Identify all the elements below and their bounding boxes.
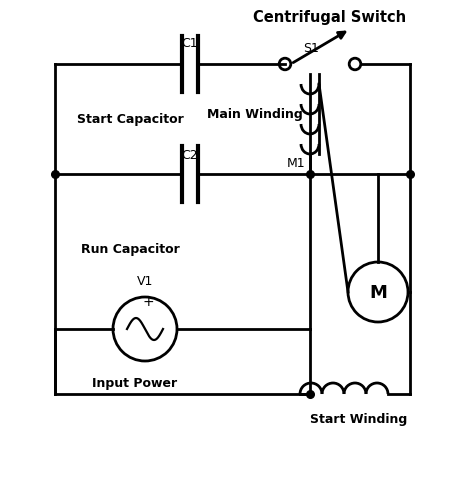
Text: Centrifugal Switch: Centrifugal Switch [253,10,406,25]
Text: +: + [142,294,153,308]
Text: C1: C1 [181,37,198,50]
Text: M1: M1 [286,157,304,170]
Text: V1: V1 [136,274,153,287]
Text: C2: C2 [181,149,198,162]
Text: Start Winding: Start Winding [310,412,407,425]
Text: Main Winding: Main Winding [207,108,302,121]
Text: Start Capacitor: Start Capacitor [76,113,183,126]
Text: Input Power: Input Power [92,376,177,389]
Text: M: M [368,284,386,302]
Text: S1: S1 [302,42,318,55]
Text: Run Capacitor: Run Capacitor [81,243,179,256]
